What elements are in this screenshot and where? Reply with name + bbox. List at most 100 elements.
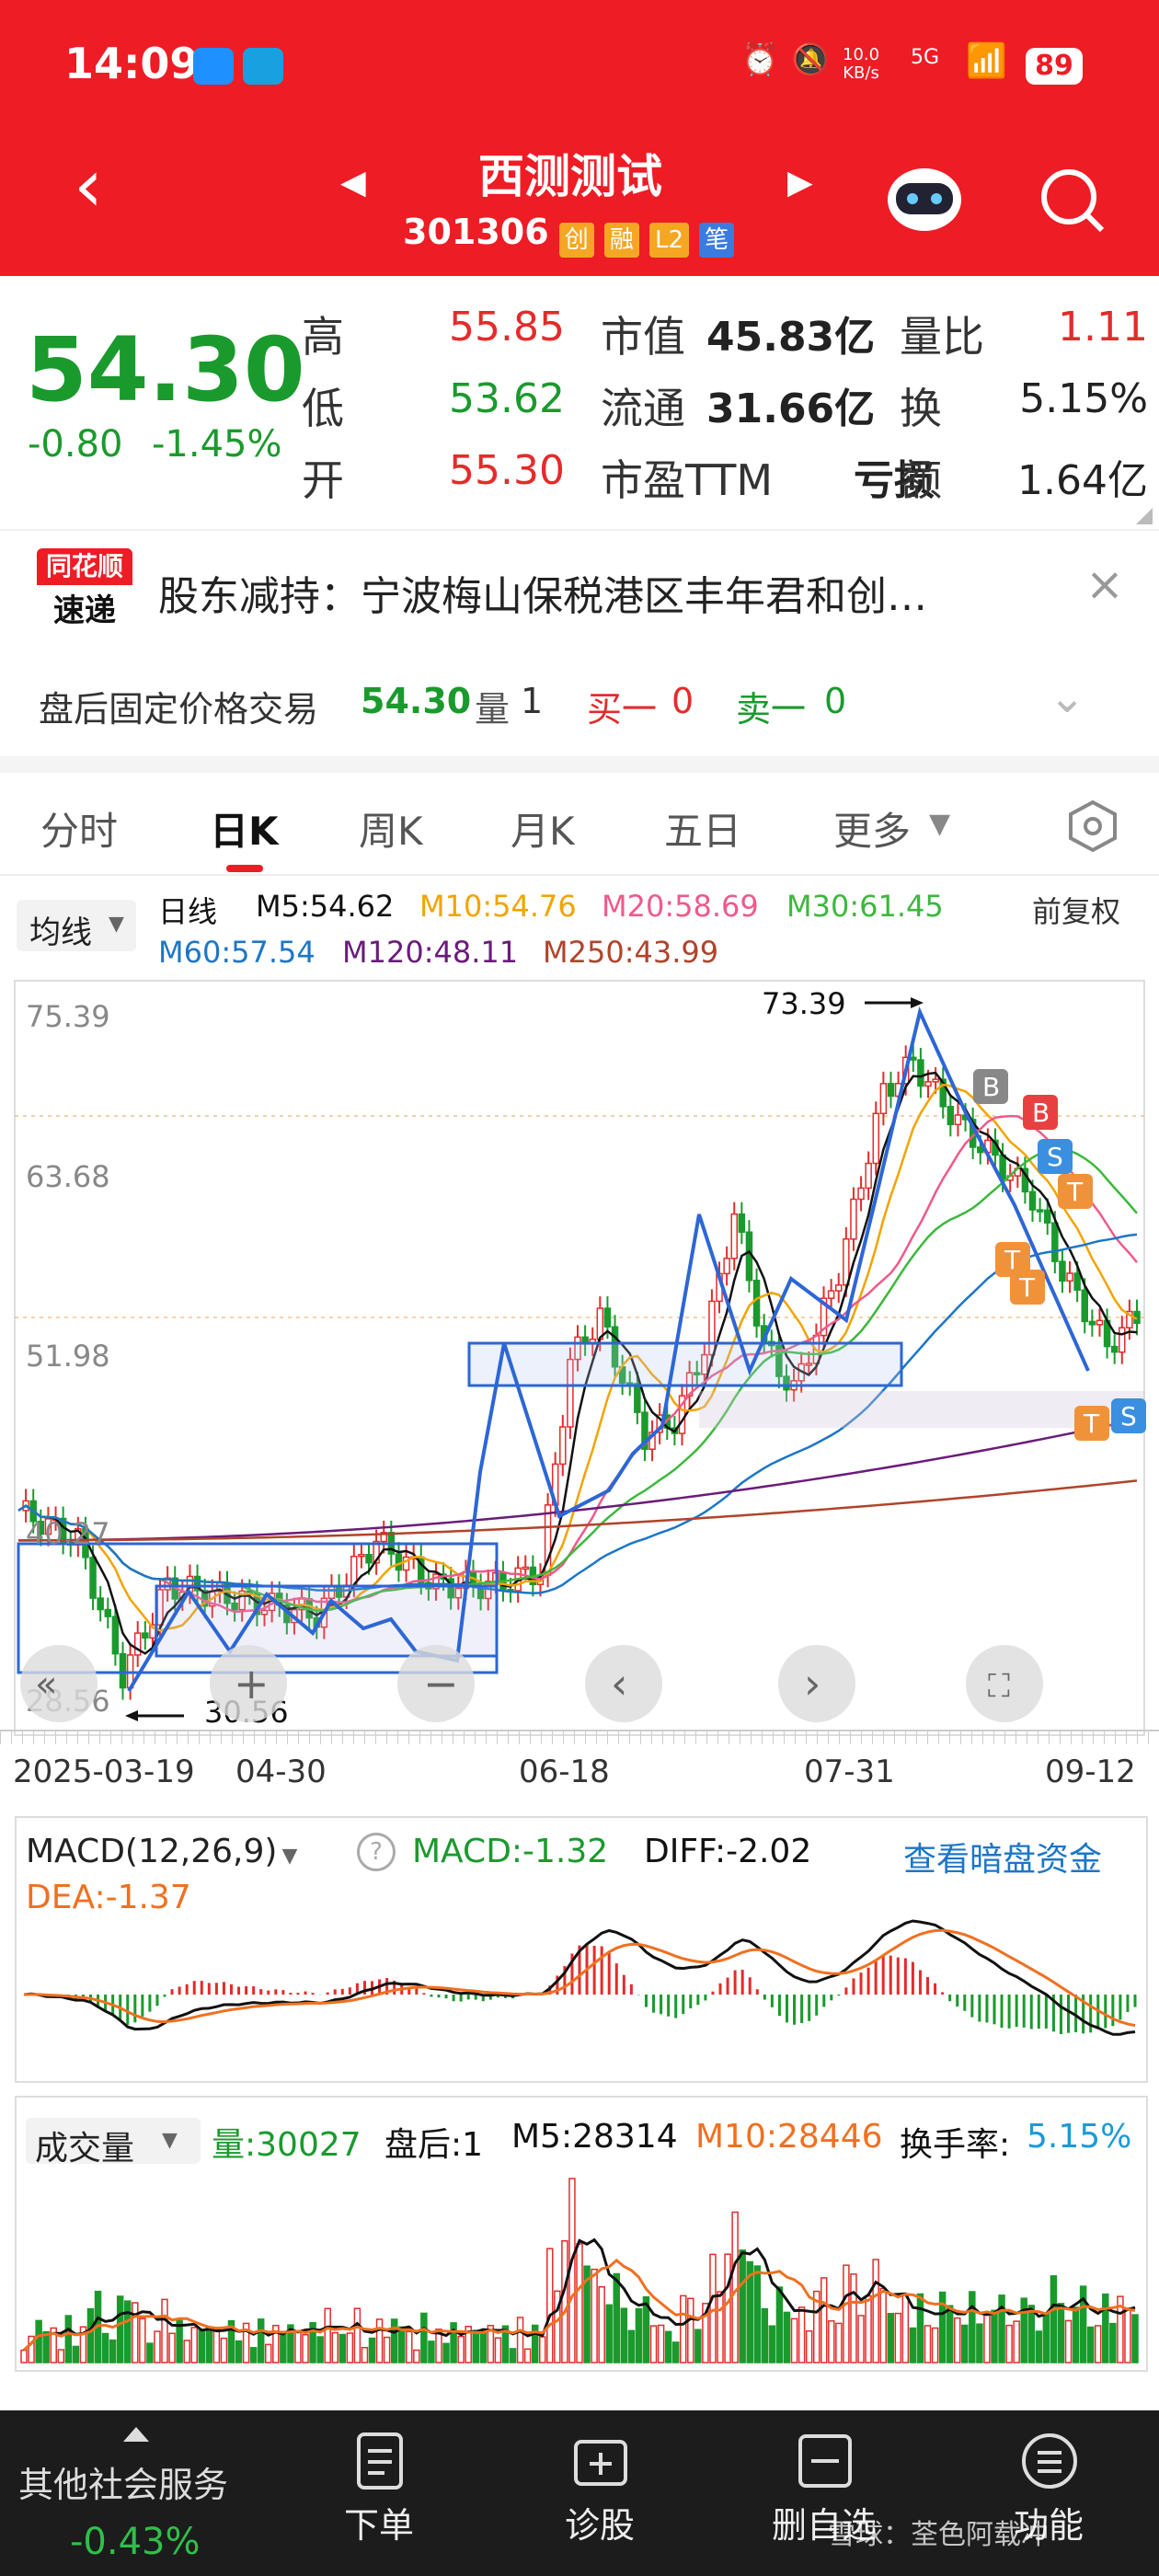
plus-icon: + — [234, 1659, 270, 1708]
expand-corner-icon[interactable] — [1136, 508, 1153, 524]
candle-body — [231, 1602, 238, 1611]
volume-bar — [86, 2307, 95, 2363]
candle-body — [1036, 1209, 1044, 1213]
stock-name: 西测测试 — [478, 150, 662, 203]
float-label: 流通 — [601, 384, 685, 433]
volume-bar — [546, 2248, 554, 2363]
settings-hexagon-icon[interactable] — [1065, 799, 1120, 854]
volume-bar — [671, 2341, 680, 2363]
volume-bar — [687, 2297, 694, 2363]
volume-bar — [820, 2277, 828, 2363]
candle-body — [805, 1363, 813, 1366]
robot-icon-graphic — [888, 168, 961, 231]
tab-fenshi[interactable]: 分时 — [40, 809, 119, 854]
diagnose-button[interactable]: 诊股 — [554, 2429, 646, 2547]
volume-bar — [1013, 2320, 1020, 2363]
consolidation-box — [467, 1341, 903, 1387]
candle-body — [1043, 1209, 1051, 1224]
volratio-label: 量比 — [900, 312, 984, 362]
low-label: 低 — [302, 384, 344, 433]
zoom-out-button[interactable] — [397, 1645, 475, 1722]
ma-lines-group — [17, 1071, 1138, 1655]
menu-circle-icon — [1022, 2433, 1077, 2489]
chevron-left-icon: ‹ — [611, 1659, 627, 1708]
function-label: 功能 — [1013, 2505, 1084, 2546]
rewind-icon: « — [35, 1663, 57, 1706]
candle-body — [365, 1554, 373, 1564]
fullscreen-button[interactable] — [966, 1645, 1043, 1722]
dark-pool-link[interactable]: 查看暗盘资金 — [903, 1841, 1103, 1879]
candle-body — [97, 1597, 104, 1611]
signal-label: 5G — [911, 46, 940, 69]
volume-bar — [420, 2312, 428, 2363]
candle-body — [850, 1198, 857, 1240]
volume-bar — [265, 2343, 272, 2363]
high-annotation: 73.39 — [762, 986, 846, 1021]
order-button[interactable]: 下单 — [333, 2429, 425, 2547]
chart-tabs: 分时 日K 周K 月K 五日 更多 ▼ — [0, 773, 1159, 874]
prev-stock-icon[interactable]: ◀ — [340, 164, 366, 201]
chevron-down-icon[interactable]: ⌄ — [1049, 672, 1086, 723]
candle-body — [932, 1078, 939, 1083]
back-arrow-icon[interactable]: ‹ — [74, 143, 103, 228]
function-button[interactable]: 功能 — [1003, 2429, 1095, 2547]
volume-bar — [146, 2342, 154, 2363]
volume-bar — [1020, 2297, 1027, 2363]
after-hours-row[interactable]: 盘后固定价格交易 54.30 量 1 买一 0 卖一 0 ⌄ — [0, 662, 1159, 745]
ma5-legend: M5:54.62 — [256, 889, 395, 924]
tab-monthly-k[interactable]: 月K — [511, 809, 575, 854]
volume-selector[interactable]: 成交量 ▼ — [26, 2118, 201, 2168]
volume-bar — [991, 2309, 998, 2363]
next-stock-icon[interactable]: ▶ — [787, 164, 813, 201]
caret-up-icon[interactable] — [123, 2427, 149, 2442]
candle-body — [89, 1557, 97, 1599]
robot-assistant-icon[interactable] — [883, 161, 966, 235]
kline-chart[interactable]: 73.39 30.56 75.39 63.68 51.98 40.27 28.5… — [0, 975, 1159, 1739]
tab-weekly-k[interactable]: 周K — [359, 809, 423, 854]
turnover-value: 5.15% — [1019, 375, 1148, 422]
search-icon[interactable] — [1038, 166, 1106, 237]
adjust-label[interactable]: 前复权 — [1032, 894, 1121, 929]
tab-daily-k[interactable]: 日K — [210, 809, 279, 854]
volume-bar — [257, 2318, 265, 2363]
help-icon[interactable]: ? — [357, 1833, 396, 1871]
pe-label: 市盈TTM — [601, 455, 774, 505]
ma-line — [17, 1114, 1138, 1614]
volume-m5: M5:28314 — [511, 2118, 678, 2156]
candle-body — [380, 1532, 387, 1543]
macd-selector[interactable]: MACD(12,26,9) ▼ — [26, 1833, 297, 1870]
gap-zone — [699, 1391, 1144, 1428]
sector-name[interactable]: 其他社会服务 — [18, 2465, 229, 2505]
volume-bar — [924, 2325, 932, 2363]
amount-value: 1.64亿 — [1017, 457, 1148, 504]
volume-bar — [894, 2312, 902, 2363]
badge-l2: L2 — [648, 222, 689, 258]
volume-bar — [361, 2346, 369, 2363]
volume-value: 量:30027 — [212, 2126, 361, 2164]
tab-five-day[interactable]: 五日 — [664, 809, 742, 854]
candle-body — [37, 1520, 45, 1535]
news-banner[interactable]: 同花顺 速递 股东减持：宁波梅山保税港区丰年君和创… × — [0, 534, 1159, 644]
remove-watchlist-button[interactable]: 删自选 — [760, 2429, 889, 2547]
date-label: 07-31 — [804, 1754, 895, 1790]
candle-body — [641, 1411, 648, 1450]
volume-bar — [746, 2260, 753, 2363]
candle-body — [917, 1059, 924, 1087]
zoom-in-button[interactable] — [210, 1645, 287, 1722]
dea-line — [23, 1928, 1136, 2028]
rewind-button[interactable] — [20, 1645, 98, 1722]
date-label: 06-18 — [519, 1754, 610, 1790]
caret-down-icon: ▼ — [109, 913, 124, 936]
ma-selector[interactable]: 均线 ▼ — [17, 900, 136, 951]
scroll-right-button[interactable] — [778, 1645, 855, 1722]
after-hours-vol-label: 量 — [475, 689, 511, 730]
tab-more[interactable]: 更多 — [833, 809, 912, 854]
quote-grid: 高 55.85 市值 45.83亿 量比 1.11 低 53.62 流通 31.… — [302, 304, 1148, 519]
candle-body — [954, 1114, 962, 1126]
volume-bar — [109, 2339, 117, 2363]
candle-body — [910, 1056, 917, 1061]
volume-bar — [931, 2327, 939, 2363]
close-icon[interactable]: × — [1085, 558, 1124, 611]
mktcap-value: 45.83亿 — [706, 314, 876, 361]
scroll-left-button[interactable] — [585, 1645, 662, 1722]
